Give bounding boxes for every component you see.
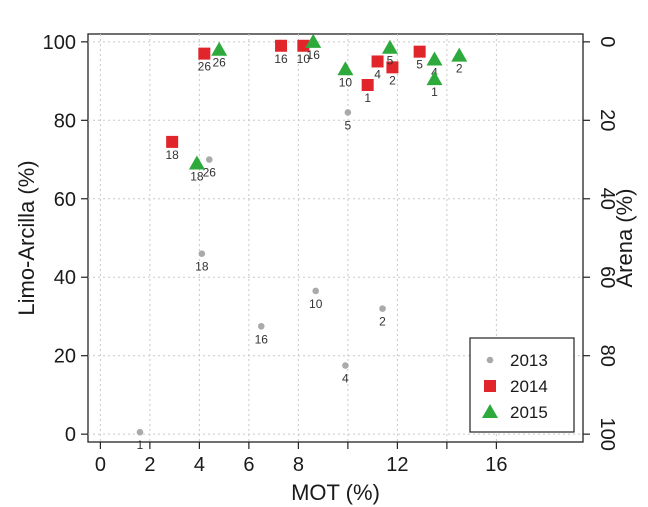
legend-entry: 2015 xyxy=(510,403,548,422)
legend-marker-2015 xyxy=(482,404,498,418)
y-tick-label: 40 xyxy=(54,267,76,289)
y2-tick-label: 100 xyxy=(596,417,618,450)
point-label: 18 xyxy=(195,260,209,274)
y2-tick-label: 80 xyxy=(596,345,618,367)
point-2015 xyxy=(451,47,468,62)
point-2013 xyxy=(257,322,265,330)
x-tick-label: 0 xyxy=(95,454,106,476)
y-axis-title: Limo-Arcilla (%) xyxy=(14,160,39,315)
y-tick-label: 100 xyxy=(43,32,76,54)
point-label: 1 xyxy=(431,85,438,99)
legend: 2013 2014 2015 xyxy=(469,337,575,433)
x-tick-label: 8 xyxy=(293,454,304,476)
point-2013 xyxy=(136,428,144,436)
point-label: 5 xyxy=(345,118,352,132)
y-axis-right: 100 80 60 40 20 0 xyxy=(583,36,618,451)
y2-axis-title: Arena (%) xyxy=(612,188,637,287)
point-2013 xyxy=(344,109,352,116)
y-tick-label: 80 xyxy=(54,110,76,132)
point-label: 2 xyxy=(456,62,463,76)
point-2015 xyxy=(211,41,228,56)
point-2013 xyxy=(342,362,349,369)
point-2014 xyxy=(297,39,310,52)
x-axis-title: MOT (%) xyxy=(291,480,380,505)
point-label: 16 xyxy=(274,52,288,66)
point-2013 xyxy=(198,250,206,257)
y-tick-label: 60 xyxy=(54,189,76,211)
point-label: 4 xyxy=(342,372,349,386)
point-label: 26 xyxy=(198,60,212,74)
x-tick-label: 2 xyxy=(144,454,155,476)
point-label: 16 xyxy=(255,332,269,346)
point-2014 xyxy=(371,55,384,68)
point-label: 16 xyxy=(307,48,321,62)
x-tick-label: 6 xyxy=(243,454,254,476)
point-2014 xyxy=(361,79,374,91)
point-2013 xyxy=(312,287,320,295)
point-label: 2 xyxy=(379,315,386,329)
point-label: 26 xyxy=(203,166,217,180)
point-2014 xyxy=(413,45,426,58)
x-tick-label: 16 xyxy=(485,454,507,476)
point-2015 xyxy=(381,39,398,54)
point-2015 xyxy=(188,155,205,170)
point-label: 1 xyxy=(137,438,144,452)
point-label: 26 xyxy=(212,56,226,70)
point-2014 xyxy=(386,61,399,74)
point-2015 xyxy=(426,71,443,86)
legend-entry: 2013 xyxy=(510,351,548,370)
point-2015 xyxy=(305,33,322,48)
point-2014 xyxy=(198,47,211,60)
y2-tick-label: 40 xyxy=(596,188,618,210)
point-label: 18 xyxy=(165,148,179,162)
y2-tick-label: 0 xyxy=(596,36,618,47)
point-label: 18 xyxy=(190,169,204,183)
legend-marker-2013 xyxy=(486,356,494,364)
data-points: 118261610542182616101425182616105412 xyxy=(136,33,468,452)
point-label: 10 xyxy=(339,75,353,89)
point-label: 10 xyxy=(309,297,323,311)
point-2015 xyxy=(426,51,443,66)
point-label: 4 xyxy=(374,67,381,81)
x-tick-label: 4 xyxy=(194,454,205,476)
point-2013 xyxy=(205,156,213,163)
y-tick-label: 20 xyxy=(54,346,76,368)
y-axis-left: 0 20 40 60 80 100 xyxy=(43,32,88,446)
y2-tick-label: 20 xyxy=(596,109,618,131)
point-label: 5 xyxy=(387,54,394,68)
legend-entry: 2014 xyxy=(510,377,548,396)
point-label: 1 xyxy=(364,91,371,105)
x-tick-label: 12 xyxy=(386,454,408,476)
point-label: 2 xyxy=(389,73,396,87)
x-axis: 0 2 4 6 8 12 16 xyxy=(95,442,508,476)
y-tick-label: 0 xyxy=(65,424,76,446)
plot-frame xyxy=(87,33,584,443)
point-2014 xyxy=(166,135,179,148)
legend-marker-2014 xyxy=(484,380,496,392)
point-label: 10 xyxy=(297,52,311,66)
point-2015 xyxy=(337,61,354,76)
point-label: 5 xyxy=(416,58,423,72)
point-2013 xyxy=(379,305,386,312)
y2-tick-label: 60 xyxy=(596,266,618,288)
point-2014 xyxy=(275,39,288,52)
